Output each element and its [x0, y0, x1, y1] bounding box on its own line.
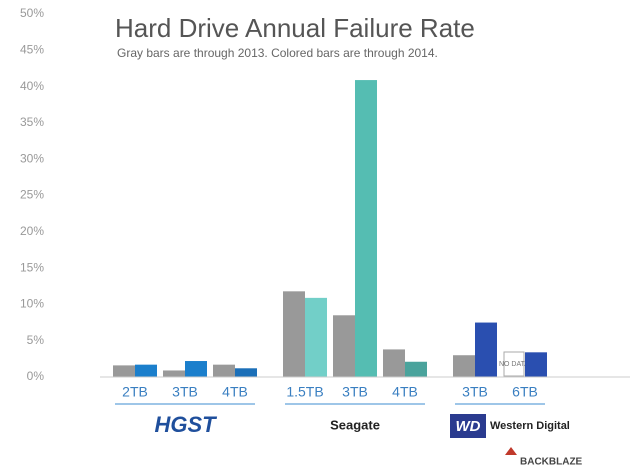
bar	[283, 291, 305, 377]
bar	[383, 349, 405, 377]
bar	[113, 365, 135, 377]
no-data-box	[503, 351, 525, 377]
source: BACKBLAZE	[520, 457, 583, 468]
bar	[453, 355, 475, 377]
x-tick-label: 1.5TB	[286, 384, 323, 400]
group-label: Western Digital	[490, 420, 570, 432]
group-label: Seagate	[330, 417, 380, 432]
bar	[525, 352, 547, 377]
bar	[213, 364, 235, 377]
y-tick-label: 0%	[27, 369, 45, 383]
y-tick-label: 35%	[20, 115, 44, 129]
y-tick-label: 5%	[27, 333, 45, 347]
group-label: HGST	[154, 412, 217, 437]
bar	[333, 315, 355, 377]
logo-mark: WD	[456, 418, 481, 435]
bar	[135, 364, 157, 377]
bar	[355, 80, 377, 377]
logo-box	[450, 414, 486, 438]
no-data-label: NO DATA	[499, 361, 529, 368]
y-tick-label: 10%	[20, 297, 44, 311]
x-tick-label: 3TB	[342, 384, 368, 400]
y-tick-label: 45%	[20, 42, 44, 56]
chart-subtitle: Gray bars are through 2013. Colored bars…	[117, 46, 438, 60]
x-tick-label: 3TB	[462, 384, 488, 400]
x-tick-label: 4TB	[222, 384, 248, 400]
bar	[405, 361, 427, 377]
x-tick-label: 4TB	[392, 384, 418, 400]
chart-title: Hard Drive Annual Failure Rate	[115, 13, 475, 43]
x-tick-label: 3TB	[172, 384, 198, 400]
bar	[235, 368, 257, 377]
y-tick-label: 15%	[20, 260, 44, 274]
y-tick-label: 20%	[20, 224, 44, 238]
bar	[305, 297, 327, 377]
bar	[185, 361, 207, 377]
y-tick-label: 30%	[20, 151, 44, 165]
bar	[475, 322, 497, 377]
source-icon	[505, 447, 517, 455]
y-tick-label: 40%	[20, 79, 44, 93]
y-tick-label: 50%	[20, 6, 44, 20]
bar	[163, 370, 185, 377]
y-tick-label: 25%	[20, 188, 44, 202]
x-tick-label: 6TB	[512, 384, 538, 400]
x-tick-label: 2TB	[122, 384, 148, 400]
